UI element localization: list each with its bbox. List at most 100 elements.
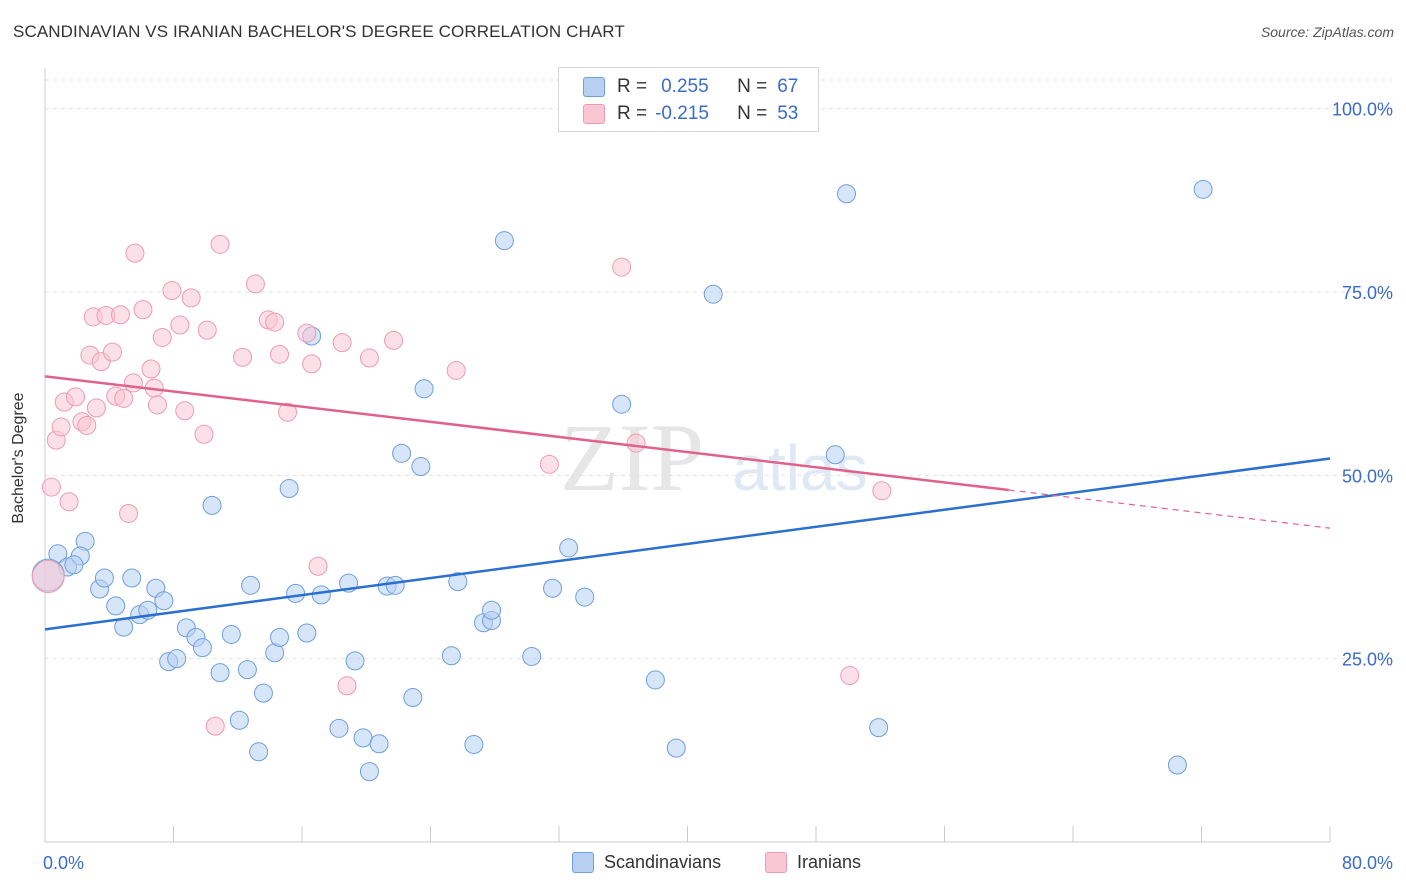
y-tick-label: 50.0% xyxy=(1342,466,1393,486)
gridlines xyxy=(45,79,1392,660)
point-scandinavians xyxy=(869,718,889,738)
legend-n-value: 67 xyxy=(777,76,799,97)
point-iranians xyxy=(278,402,298,422)
point-scandinavians xyxy=(369,734,389,754)
legend-r-value: -0.215 xyxy=(655,103,709,124)
point-iranians xyxy=(197,320,217,340)
point-iranians xyxy=(302,354,322,374)
trend-line-scandinavians xyxy=(44,457,1331,631)
data-points xyxy=(31,179,1213,782)
y-axis-label: Bachelor's Degree xyxy=(10,392,27,524)
point-scandinavians xyxy=(210,663,230,683)
point-scandinavians xyxy=(494,231,514,251)
point-iranians xyxy=(162,281,182,301)
legend-r-label: R = xyxy=(617,103,648,124)
point-iranians xyxy=(152,327,172,347)
point-scandinavians xyxy=(297,623,317,643)
point-iranians xyxy=(125,243,145,263)
point-scandinavians xyxy=(345,651,365,671)
point-iranians xyxy=(205,716,225,736)
point-iranians xyxy=(123,373,143,393)
point-scandinavians xyxy=(385,575,405,595)
point-scandinavians xyxy=(94,568,114,588)
point-scandinavians xyxy=(837,184,857,204)
bottom-legend-swatch-iranians xyxy=(765,852,787,873)
y-tick-label: 75.0% xyxy=(1342,283,1393,303)
bottom-legend-scandinavians: Scandinavians xyxy=(572,852,721,873)
point-iranians xyxy=(539,454,559,474)
point-iranians xyxy=(840,666,860,686)
point-scandinavians xyxy=(441,646,461,666)
point-iranians xyxy=(210,234,230,254)
point-iranians xyxy=(141,359,161,379)
legend-row-scandinavians: R = 0.255 N = 67 xyxy=(583,75,799,99)
point-scandinavians xyxy=(1193,179,1213,199)
point-scandinavians xyxy=(464,734,484,754)
bottom-legend-swatch-scandinavians xyxy=(572,852,594,873)
point-scandinavians xyxy=(559,538,579,558)
legend-n-value: 53 xyxy=(777,103,799,124)
point-scandinavians xyxy=(106,596,126,616)
point-scandinavians xyxy=(192,638,212,658)
point-iranians xyxy=(297,323,317,343)
point-iranians xyxy=(265,312,285,332)
point-scandinavians xyxy=(253,683,273,703)
y-tick-label: 25.0% xyxy=(1342,650,1393,670)
legend: R = 0.255 N = 67 R = -0.215 N = 53 xyxy=(558,67,819,132)
point-scandinavians xyxy=(414,379,434,399)
point-iranians xyxy=(245,274,265,294)
point-iranians xyxy=(41,477,61,497)
point-iranians xyxy=(175,401,195,421)
point-iranians xyxy=(181,288,201,308)
watermark-atlas: atlas xyxy=(732,432,867,504)
point-iranians xyxy=(102,342,122,362)
x-tick-label-max: 80.0% xyxy=(1342,853,1393,873)
point-scandinavians xyxy=(575,587,595,607)
point-scandinavians xyxy=(286,583,306,603)
point-scandinavians xyxy=(482,600,502,620)
point-scandinavians xyxy=(154,591,174,611)
point-iranians xyxy=(133,300,153,320)
point-iranians xyxy=(446,360,466,380)
chart-title: SCANDINAVIAN VS IRANIAN BACHELOR'S DEGRE… xyxy=(13,22,625,41)
y-tick-labels: 25.0% 50.0% 75.0% 100.0% xyxy=(1332,100,1393,670)
legend-r-label: R = xyxy=(617,76,648,97)
point-scandinavians xyxy=(229,710,249,730)
point-iranians xyxy=(194,424,214,444)
point-scandinavians xyxy=(522,646,542,666)
point-scandinavians xyxy=(270,627,290,647)
point-scandinavians xyxy=(249,742,269,762)
point-scandinavians xyxy=(448,572,468,592)
legend-swatch-scandinavians xyxy=(583,77,605,97)
bottom-legend-label-scandinavians: Scandinavians xyxy=(604,852,722,872)
point-scandinavians xyxy=(666,738,686,758)
legend-row-iranians: R = -0.215 N = 53 xyxy=(583,102,799,126)
point-iranians xyxy=(170,315,190,335)
point-iranians xyxy=(31,560,65,594)
trend-line-extension-iranians xyxy=(1008,489,1331,529)
source-label: Source: ZipAtlas.com xyxy=(1260,24,1394,40)
point-iranians xyxy=(626,433,646,453)
point-scandinavians xyxy=(241,575,261,595)
point-iranians xyxy=(66,387,86,407)
y-tick-label: 100.0% xyxy=(1332,100,1393,120)
x-tick-labels: 0.0% 80.0% xyxy=(43,853,1393,873)
point-scandinavians xyxy=(1167,755,1187,775)
point-scandinavians xyxy=(612,394,632,414)
point-iranians xyxy=(337,676,357,696)
point-iranians xyxy=(51,417,71,437)
trend-line-iranians xyxy=(44,375,1009,492)
point-scandinavians xyxy=(645,670,665,690)
point-iranians xyxy=(77,415,97,435)
point-scandinavians xyxy=(237,660,257,680)
point-iranians xyxy=(872,481,892,501)
point-scandinavians xyxy=(403,688,423,708)
point-scandinavians xyxy=(167,649,187,669)
point-iranians xyxy=(270,344,290,364)
point-iranians xyxy=(119,503,139,523)
trend-lines xyxy=(44,375,1331,631)
bottom-legend-iranians: Iranians xyxy=(765,852,861,873)
x-tick-label-min: 0.0% xyxy=(43,853,84,873)
point-iranians xyxy=(384,330,404,350)
